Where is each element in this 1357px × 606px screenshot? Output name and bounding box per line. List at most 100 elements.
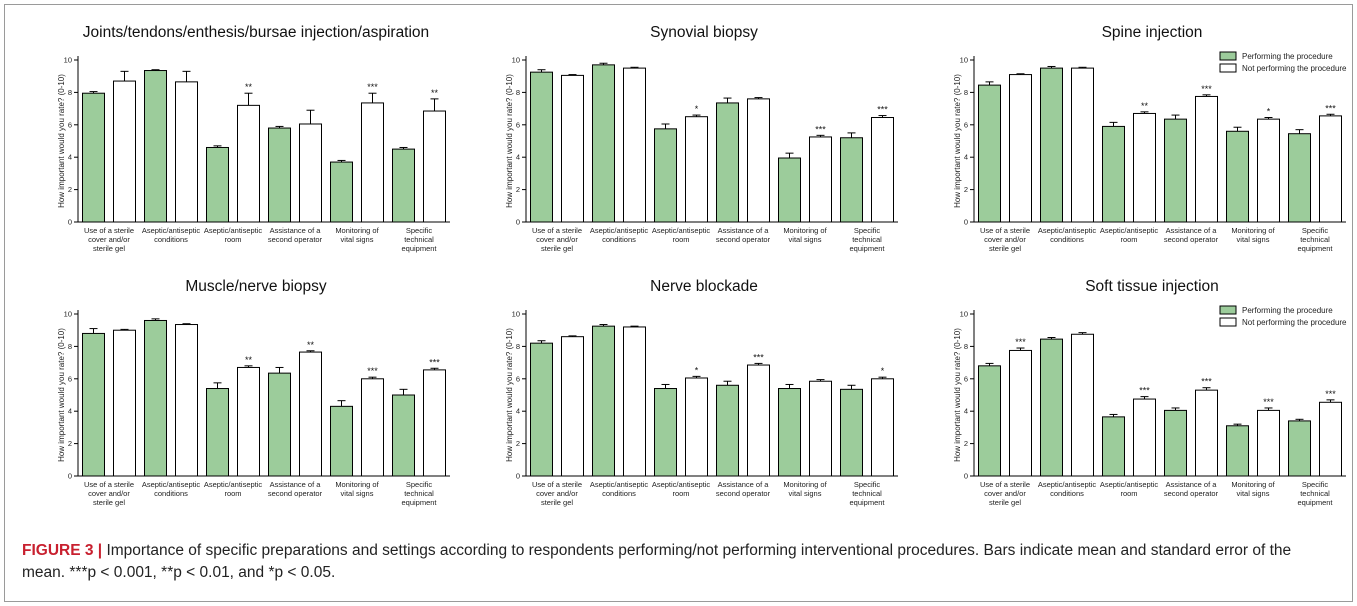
y-tick-label: 8 <box>68 342 72 351</box>
bar-performing <box>778 157 801 223</box>
x-tick-label-aseptic-room: Aseptic/antiseptic room <box>1100 480 1159 498</box>
figure-frame <box>4 4 1353 602</box>
y-tick-label: 6 <box>68 120 72 129</box>
significance-label: ** <box>1141 101 1149 111</box>
legend-label-performing: Performing the procedure <box>1242 306 1333 315</box>
x-tick-label-use-of-sterile-cover: Use of a sterile cover and/or sterile gel <box>84 226 134 253</box>
chart-title: Soft tissue injection <box>1085 278 1219 295</box>
bar-performing <box>1102 125 1125 223</box>
bar-performing <box>716 102 739 223</box>
x-tick-label-use-of-sterile-cover: Use of a sterile cover and/or sterile gel <box>532 226 582 253</box>
chart-svg: Spine injection How important would you r… <box>953 24 1347 253</box>
x-tick-label-aseptic-conditions: Aseptic/antiseptic conditions <box>1038 480 1097 498</box>
significance-label: *** <box>429 357 440 367</box>
bar-not-performing <box>871 378 894 477</box>
bar-performing <box>1040 338 1063 477</box>
bar-not-performing <box>1071 67 1094 223</box>
x-tick-label-technical-equipment: Specific technical equipment <box>849 226 885 253</box>
y-tick-label: 8 <box>516 88 520 97</box>
bar-not-performing <box>1257 409 1280 477</box>
x-tick-label-technical-equipment: Specific technical equipment <box>1297 480 1333 507</box>
y-tick-label: 10 <box>960 56 968 65</box>
legend-swatch-not-performing <box>1219 63 1237 73</box>
x-tick-label-second-operator: Assistance of a second operator <box>716 226 771 244</box>
bar-not-performing <box>747 98 770 223</box>
chart-title: Synovial biopsy <box>650 24 758 41</box>
chart-title: Joints/tendons/enthesis/bursae injection… <box>83 24 429 41</box>
x-tick-label-technical-equipment: Specific technical equipment <box>1297 226 1333 253</box>
bar-not-performing <box>1071 333 1094 477</box>
chart-svg: Muscle/nerve biopsy How important would y… <box>57 278 450 507</box>
y-tick-label: 4 <box>516 153 520 162</box>
x-tick-label-aseptic-conditions: Aseptic/antiseptic conditions <box>590 226 649 244</box>
y-axis-label: How important would you rate? (0-10) <box>505 328 514 462</box>
y-tick-label: 2 <box>516 439 520 448</box>
x-tick-label-use-of-sterile-cover: Use of a sterile cover and/or sterile gel <box>84 480 134 507</box>
bar-performing <box>1164 409 1187 477</box>
y-tick-label: 4 <box>964 153 968 162</box>
bar-performing <box>654 128 677 223</box>
y-tick-label: 6 <box>964 120 968 129</box>
y-tick-label: 0 <box>68 472 72 481</box>
bar-not-performing <box>175 81 198 223</box>
legend-swatch-not-performing <box>1219 317 1237 327</box>
y-axis-label: How important would you rate? (0-10) <box>953 74 962 208</box>
y-tick-label: 0 <box>516 472 520 481</box>
bar-performing <box>268 127 291 223</box>
bar-performing <box>592 64 615 223</box>
y-tick-label: 10 <box>960 310 968 319</box>
significance-label: *** <box>367 366 378 376</box>
bar-not-performing <box>1319 401 1342 477</box>
chart-title: Spine injection <box>1102 24 1203 41</box>
y-tick-label: 0 <box>964 472 968 481</box>
bar-performing <box>654 388 677 477</box>
y-tick-label: 2 <box>68 185 72 194</box>
significance-label: *** <box>877 105 888 115</box>
bar-not-performing <box>1195 95 1218 223</box>
y-tick-label: 2 <box>516 185 520 194</box>
y-tick-label: 8 <box>516 342 520 351</box>
bar-not-performing <box>361 102 384 223</box>
bar-performing <box>1164 118 1187 223</box>
bar-performing <box>82 332 105 477</box>
y-tick-label: 10 <box>64 310 72 319</box>
y-tick-label: 2 <box>68 439 72 448</box>
bar-performing <box>330 405 353 477</box>
bar-not-performing <box>871 117 894 223</box>
bar-performing <box>530 71 553 223</box>
bar-performing <box>1288 420 1311 477</box>
x-tick-label-second-operator: Assistance of a second operator <box>716 480 771 498</box>
bar-not-performing <box>1133 112 1156 223</box>
y-axis-label: How important would you rate? (0-10) <box>57 74 66 208</box>
x-tick-label-aseptic-conditions: Aseptic/antiseptic conditions <box>1038 226 1097 244</box>
significance-label: *** <box>1201 84 1212 94</box>
bar-not-performing <box>237 366 260 477</box>
chart-panel-synovial-biopsy: Synovial biopsy How important would you r… <box>462 12 902 262</box>
bar-not-performing <box>747 364 770 477</box>
y-tick-label: 2 <box>964 185 968 194</box>
legend-swatch-performing <box>1219 305 1237 315</box>
bar-not-performing <box>561 74 584 223</box>
significance-label: * <box>881 366 885 376</box>
significance-label: *** <box>815 124 826 134</box>
x-tick-label-vital-signs: Monitoring of vital signs <box>1231 480 1275 498</box>
bar-not-performing <box>1257 118 1280 223</box>
bar-not-performing <box>113 329 136 477</box>
bar-not-performing <box>423 369 446 477</box>
bar-not-performing <box>1195 389 1218 477</box>
bar-not-performing <box>561 336 584 477</box>
y-tick-label: 10 <box>512 310 520 319</box>
chart-svg: Synovial biopsy How important would you r… <box>505 24 898 253</box>
caption-label: FIGURE 3 | <box>22 542 103 559</box>
bar-performing <box>82 92 105 223</box>
y-tick-label: 4 <box>964 407 968 416</box>
bar-performing <box>978 365 1001 477</box>
bar-performing <box>716 384 739 477</box>
chart-svg: Soft tissue injection How important would… <box>953 278 1347 507</box>
chart-panel-nerve-blockade: Nerve blockade How important would you ra… <box>462 266 902 516</box>
chart-panel-muscle-nerve-biopsy: Muscle/nerve biopsy How important would y… <box>14 266 454 516</box>
significance-label: * <box>695 104 699 114</box>
x-tick-label-second-operator: Assistance of a second operator <box>1164 480 1219 498</box>
legend-swatch-performing <box>1219 51 1237 61</box>
significance-label: *** <box>1325 389 1336 399</box>
